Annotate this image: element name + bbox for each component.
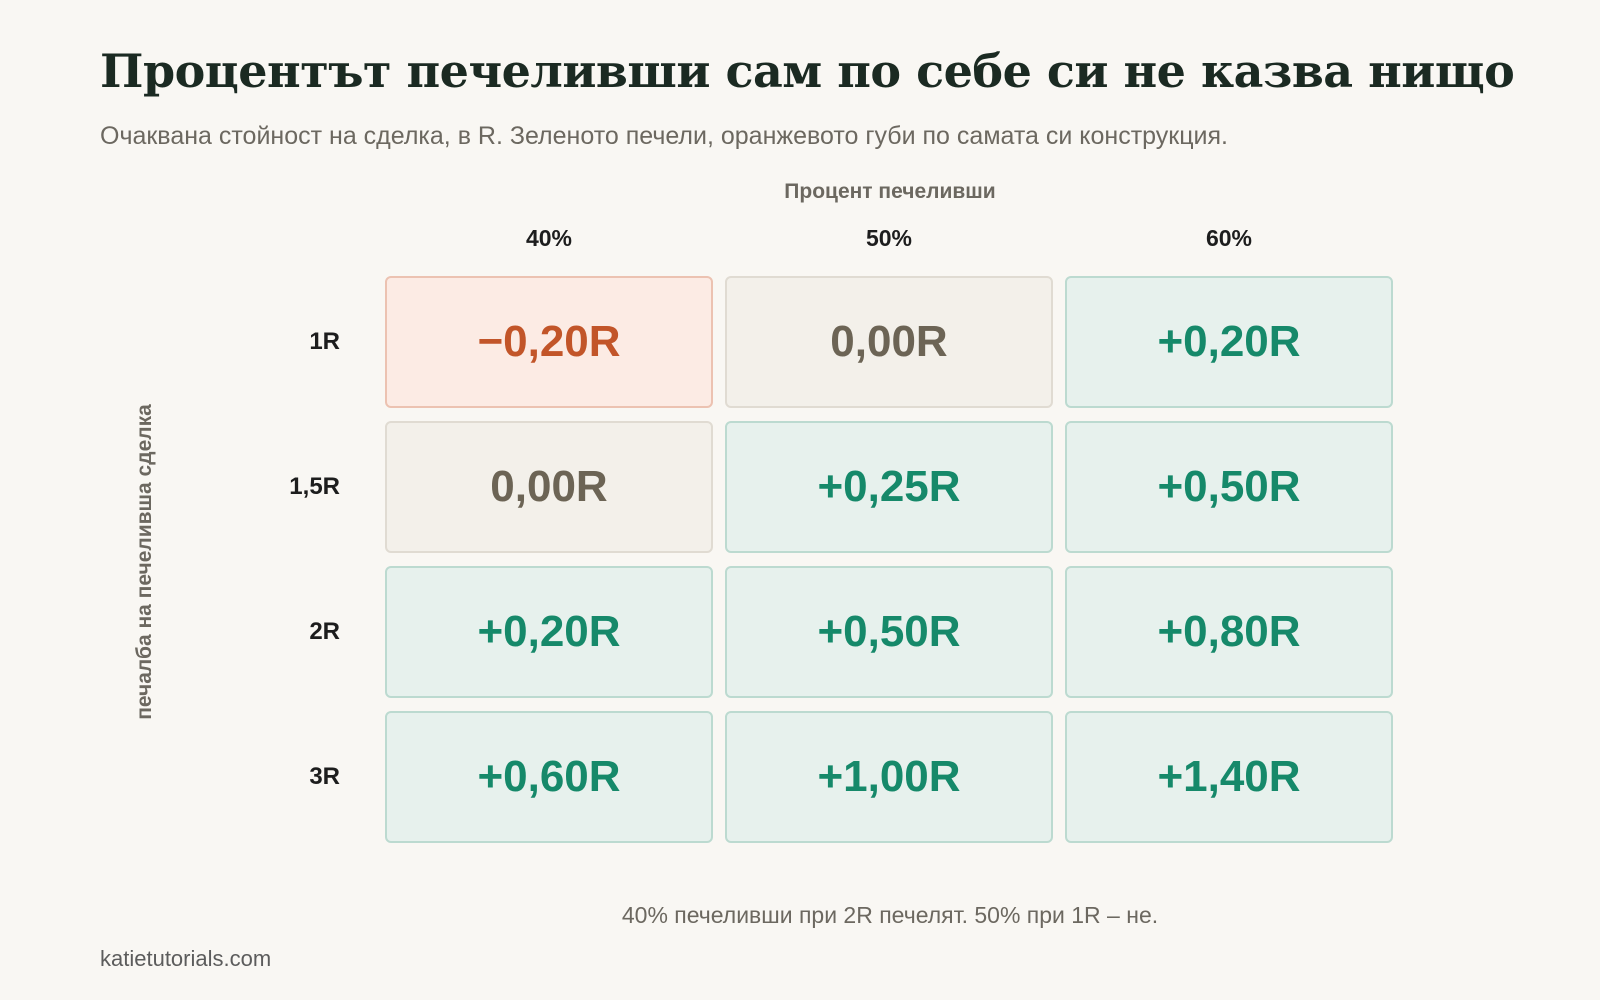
chart-title: Процентът печеливши сам по себе си не ка… xyxy=(100,44,1515,98)
ev-cell-r1-c2: 0,00R xyxy=(725,276,1053,408)
ev-cell-r3-c1: +0,20R xyxy=(385,566,713,698)
chart-subtitle: Очаквана стойност на сделка, в R. Зелено… xyxy=(100,122,1228,150)
row-header-3r: 3R xyxy=(309,763,340,790)
row-header-1r: 1R xyxy=(309,328,340,355)
ev-cell-r4-c2: +1,00R xyxy=(725,711,1053,843)
column-header-50: 50% xyxy=(865,225,913,251)
column-header-60: 60% xyxy=(1205,225,1253,251)
ev-cell-r3-c2: +0,50R xyxy=(725,566,1053,698)
ev-cell-r3-c3: +0,80R xyxy=(1065,566,1393,698)
ev-cell-r2-c2: +0,25R xyxy=(725,421,1053,553)
row-axis-title: печалба на печеливша сделка xyxy=(133,404,156,720)
column-header-40: 40% xyxy=(525,225,573,251)
site-credit: katietutorials.com xyxy=(100,946,272,971)
row-header-1-5r: 1,5R xyxy=(289,473,340,500)
column-axis-title: Процент печеливши xyxy=(784,180,996,203)
ev-cell-r1-c1: −0,20R xyxy=(385,276,713,408)
footnote: 40% печеливши при 2R печелят. 50% при 1R… xyxy=(621,902,1159,928)
row-header-2r: 2R xyxy=(309,618,340,645)
ev-cell-r2-c3: +0,50R xyxy=(1065,421,1393,553)
ev-cell-r4-c3: +1,40R xyxy=(1065,711,1393,843)
ev-cell-r4-c1: +0,60R xyxy=(385,711,713,843)
ev-cell-r1-c3: +0,20R xyxy=(1065,276,1393,408)
ev-cell-r2-c1: 0,00R xyxy=(385,421,713,553)
